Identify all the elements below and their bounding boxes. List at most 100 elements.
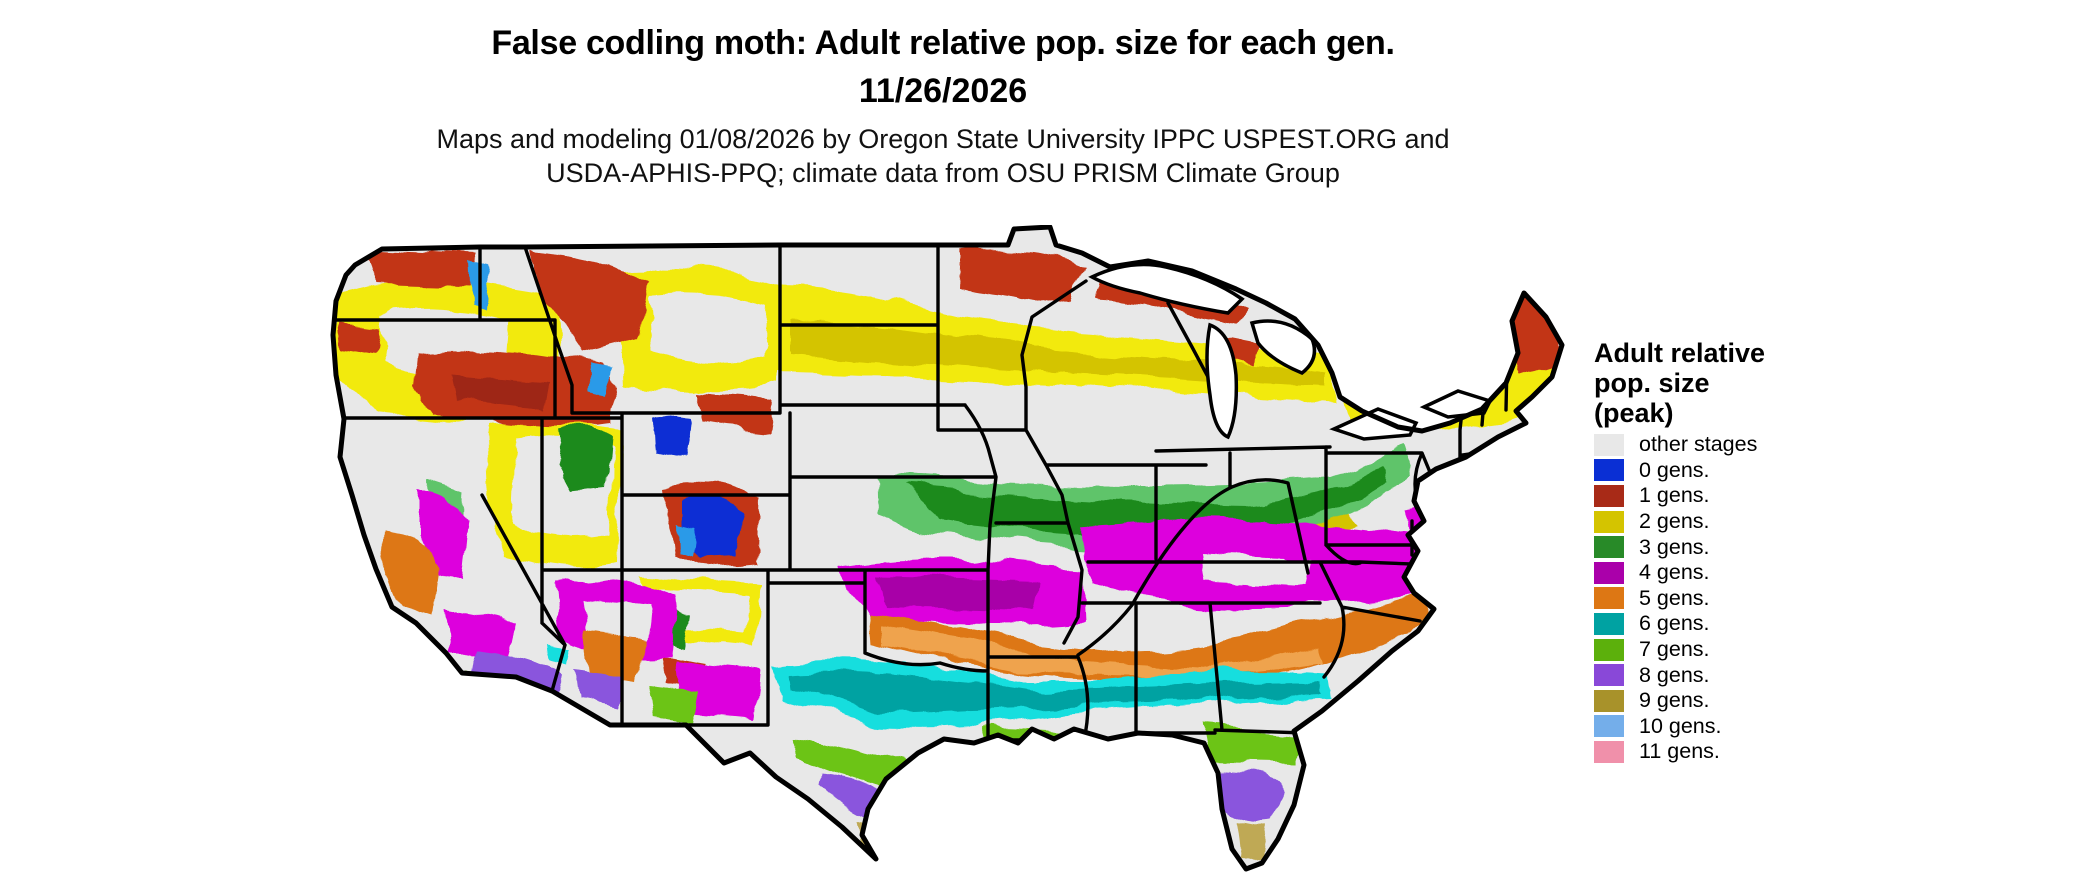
legend-item-5-gens: 5 gens.: [1594, 586, 1874, 612]
map-land: [333, 227, 1562, 880]
legend-swatch: [1594, 561, 1624, 584]
legend-swatch: [1594, 740, 1624, 763]
legend-label: other stages: [1639, 432, 1758, 457]
subtitle: Maps and modeling 01/08/2026 by Oregon S…: [0, 122, 1886, 190]
swatch-rect: [1594, 664, 1624, 687]
band-7gens-nfl: [1200, 725, 1305, 763]
legend-label: 8 gens.: [1639, 662, 1710, 687]
band-3gens-nvut: [558, 427, 610, 491]
band-2gens-plains-core: [790, 320, 1325, 387]
legend-swatch: [1594, 689, 1624, 712]
legend-item-7-gens: 7 gens.: [1594, 637, 1874, 663]
swatch-rect: [1594, 715, 1624, 738]
lake-huron: [1249, 319, 1317, 375]
band-0gens-co: [682, 500, 744, 559]
legend-title-line-1: Adult relative: [1594, 338, 1766, 368]
legend-swatch: [1594, 484, 1624, 507]
legend-item-3-gens: 3 gens.: [1594, 534, 1874, 560]
legend-label: 2 gens.: [1639, 509, 1710, 534]
legend-swatch: [1594, 536, 1624, 559]
band-1gens-nmn: [960, 251, 1088, 305]
swatch-rect: [1594, 459, 1624, 482]
band-1gens-coast: [342, 320, 380, 355]
band-1gens-orid-core: [450, 375, 550, 410]
legend-swatch: [1594, 664, 1624, 687]
legend-item-9-gens: 9 gens.: [1594, 688, 1874, 714]
band-4gens-ks-core: [880, 577, 1040, 611]
band-4gens-tn-hole: [1200, 555, 1310, 585]
swatch-rect: [1594, 740, 1624, 763]
swatch-rect: [1594, 689, 1624, 712]
band-8gens-fl: [1218, 768, 1284, 823]
band-1gens-adk: [1438, 342, 1490, 393]
legend-title: Adult relative pop. size (peak): [1594, 338, 1874, 428]
legend-swatch: [1594, 459, 1624, 482]
legend-label: 7 gens.: [1639, 637, 1710, 662]
legend-item-11-gens: 11 gens.: [1594, 739, 1874, 765]
legend-label: 5 gens.: [1639, 585, 1710, 610]
state-boundaries: [333, 243, 1520, 809]
page-title-date: 11/26/2026: [858, 72, 1028, 110]
legend-label: 0 gens.: [1639, 457, 1710, 482]
legend-swatch: [1594, 510, 1624, 533]
band-1gens-nwa: [365, 250, 480, 287]
legend-swatch: [1594, 715, 1624, 738]
keys-dash: [1263, 877, 1270, 880]
us-generations-map: [320, 225, 1570, 880]
page-title: False codling moth: Adult relative pop. …: [491, 24, 1395, 62]
lake-michigan: [1205, 322, 1239, 440]
legend-label: 9 gens.: [1639, 688, 1710, 713]
band-3gens-core: [905, 465, 1388, 537]
legend-swatch: [1594, 433, 1624, 456]
legend-title-line-2: pop. size: [1594, 368, 1710, 398]
legend-label: 10 gens.: [1639, 713, 1722, 738]
keys-dash: [1250, 874, 1259, 878]
legend-swatch: [1594, 612, 1624, 635]
lake-superior: [1088, 262, 1245, 315]
swatch-rect: [1594, 561, 1624, 584]
legend-item-1-gens: 1 gens.: [1594, 483, 1874, 509]
swatch-rect: [1594, 536, 1624, 559]
map-legend: Adult relative pop. size (peak) other st…: [1594, 338, 1874, 765]
band-0gens-wy: [652, 413, 692, 457]
band-7gens-seaz: [650, 687, 698, 723]
subtitle-line-2: USDA-APHIS-PPQ; climate data from OSU PR…: [546, 158, 1340, 188]
legend-item-10-gens: 10 gens.: [1594, 714, 1874, 740]
legend-label: 4 gens.: [1639, 560, 1710, 585]
land-hole-mt: [650, 293, 766, 361]
legend-swatch: [1594, 587, 1624, 610]
great-lakes: [1088, 262, 1493, 441]
band-5gens-light: [880, 625, 1325, 677]
band-4gens-sca: [445, 610, 515, 663]
band-5gens-cavalley: [384, 530, 438, 617]
legend-item-4-gens: 4 gens.: [1594, 560, 1874, 586]
swatch-rect: [1594, 510, 1624, 533]
legend-label: 11 gens.: [1639, 739, 1720, 764]
band-6gens-core: [790, 671, 1322, 717]
legend-label: 1 gens.: [1639, 483, 1710, 508]
legend-label: 3 gens.: [1639, 534, 1710, 559]
swatch-rect: [1594, 587, 1624, 610]
keys-dash: [1236, 871, 1245, 875]
generation-bands: [338, 250, 1560, 865]
swatch-rect: [1594, 638, 1624, 661]
legend-item-8-gens: 8 gens.: [1594, 662, 1874, 688]
band-0gens-colight: [676, 525, 696, 555]
band-1gens-wmt: [528, 250, 650, 355]
legend-item-2-gens: 2 gens.: [1594, 509, 1874, 535]
band-6gens-az-speck: [548, 645, 572, 665]
band-0gens-id: [588, 365, 612, 393]
band-4gens-az-hole: [582, 600, 650, 637]
swatch-rect: [1594, 612, 1624, 635]
band-10gens-keys: [1236, 871, 1270, 880]
band-5gens-az: [585, 630, 645, 683]
legend-items: other stages 0 gens. 1 gens. 2 gens. 3 g…: [1594, 432, 1874, 765]
legend-item-0-gens: 0 gens.: [1594, 458, 1874, 484]
band-8gens-az: [575, 670, 625, 711]
swatch-rect: [1594, 433, 1624, 456]
band-9gens-sfl: [1233, 821, 1270, 865]
subtitle-line-1: Maps and modeling 01/08/2026 by Oregon S…: [436, 124, 1450, 154]
legend-item-other-stages: other stages: [1594, 432, 1874, 458]
band-4gens-nm: [675, 660, 760, 720]
